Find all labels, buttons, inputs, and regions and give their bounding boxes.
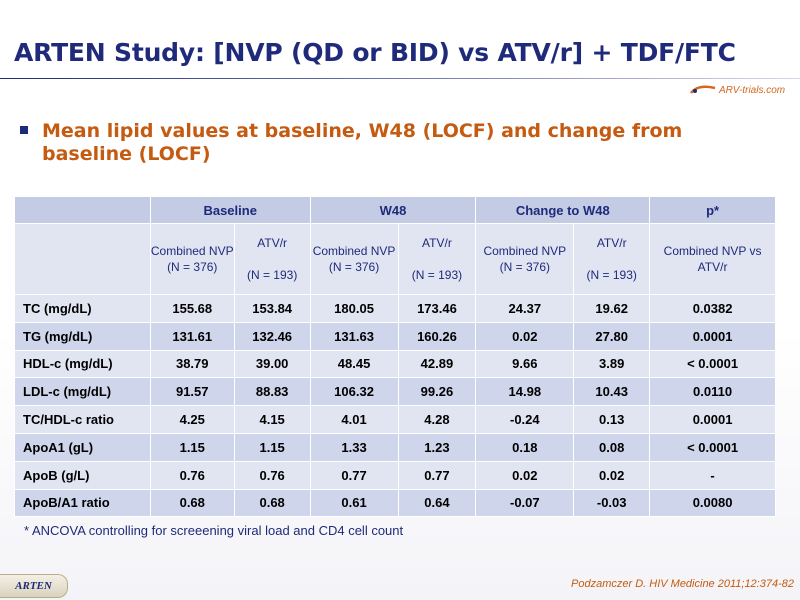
table-cell: < 0.0001 bbox=[649, 349, 776, 379]
table-cell: 131.63 bbox=[309, 321, 399, 351]
table-cell: 38.79 bbox=[149, 349, 235, 379]
table-cell: 0.0382 bbox=[649, 294, 776, 323]
table-cell: 4.01 bbox=[309, 405, 399, 434]
table-cell: 0.77 bbox=[397, 460, 477, 490]
table-cell: 0.76 bbox=[149, 460, 235, 490]
table-cell: 0.02 bbox=[573, 460, 651, 490]
group-header-baseline: Baseline bbox=[149, 196, 311, 224]
table-cell: 4.25 bbox=[149, 405, 235, 434]
table-cell: 132.46 bbox=[233, 321, 311, 351]
table-cell: 19.62 bbox=[573, 294, 651, 323]
group-header-change: Change to W48 bbox=[475, 196, 651, 224]
bullet-text: Mean lipid values at baseline, W48 (LOCF… bbox=[42, 120, 683, 165]
table-cell: 0.0001 bbox=[649, 321, 776, 351]
slide-title: ARTEN Study: [NVP (QD or BID) vs ATV/r] … bbox=[14, 38, 736, 67]
table-cell: 180.05 bbox=[309, 294, 399, 323]
table-group-header-row: Baseline W48 Change to W48 p* bbox=[14, 196, 776, 224]
table-cell: 99.26 bbox=[397, 377, 477, 407]
table-cell: 27.80 bbox=[573, 321, 651, 351]
table-cell: 153.84 bbox=[233, 294, 311, 323]
subheader-cell: ATV/r (N = 193) bbox=[573, 223, 651, 295]
row-label: ApoB (g/L) bbox=[14, 460, 151, 490]
table-cell: - bbox=[649, 460, 776, 490]
logo-text: ARV-trials.com bbox=[719, 84, 786, 96]
table-cell: -0.24 bbox=[475, 405, 575, 434]
table-cell: 0.64 bbox=[397, 488, 477, 518]
group-header-p: p* bbox=[649, 196, 776, 224]
table-row: TG (mg/dL) 131.61 132.46 131.63 160.26 0.02 27… bbox=[14, 321, 776, 351]
row-label: TG (mg/dL) bbox=[14, 321, 151, 351]
table-cell: 0.08 bbox=[573, 432, 651, 462]
table-cell: 0.68 bbox=[233, 488, 311, 518]
row-label: ApoA1 (gL) bbox=[14, 432, 151, 462]
table-cell: 0.68 bbox=[149, 488, 235, 518]
table-row: TC/HDL-c ratio 4.25 4.15 4.01 4.28 -0.24 0.13 0… bbox=[14, 405, 776, 434]
arv-trials-logo[interactable]: ARV-trials.com bbox=[690, 84, 785, 96]
table-subheader-blank bbox=[14, 223, 151, 295]
row-label: TC (mg/dL) bbox=[14, 294, 151, 323]
subheader-cell: Combined NVP (N = 376) bbox=[309, 223, 399, 295]
group-header-w48: W48 bbox=[309, 196, 477, 224]
table-cell: 4.28 bbox=[397, 405, 477, 434]
table-row: TC (mg/dL) 155.68 153.84 180.05 173.46 24.37 1… bbox=[14, 294, 776, 323]
table-row: ApoB (g/L) 0.76 0.76 0.77 0.77 0.02 0.02- bbox=[14, 460, 776, 490]
table-row: ApoB/A1 ratio 0.68 0.68 0.61 0.64 -0.07 -0.03 0… bbox=[14, 488, 776, 518]
table-cell: 0.18 bbox=[475, 432, 575, 462]
table-cell: 91.57 bbox=[149, 377, 235, 407]
table-row: ApoA1 (gL) 1.15 1.15 1.33 1.23 0.18 0.08 < 0.00… bbox=[14, 432, 776, 462]
table-cell: 131.61 bbox=[149, 321, 235, 351]
table-cell: 0.02 bbox=[475, 321, 575, 351]
table-cell: 1.15 bbox=[149, 432, 235, 462]
subheader-cell: ATV/r (N = 193) bbox=[397, 223, 477, 295]
title-divider bbox=[0, 78, 800, 79]
table-cell: 160.26 bbox=[397, 321, 477, 351]
table-cell: 155.68 bbox=[149, 294, 235, 323]
subheader-cell: ATV/r (N = 193) bbox=[233, 223, 311, 295]
table-cell: 39.00 bbox=[233, 349, 311, 379]
table-cell: 0.0110 bbox=[649, 377, 776, 407]
table-cell: 106.32 bbox=[309, 377, 399, 407]
subheader-cell: Combined NVP vs ATV/r bbox=[649, 223, 776, 295]
table-subheader-row: Combined NVP (N = 376) ATV/r (N = 193) Com… bbox=[14, 223, 776, 295]
table-row: LDL-c (mg/dL) 91.57 88.83 106.32 99.26 14.98 1… bbox=[14, 377, 776, 407]
table-row: HDL-c (mg/dL) 38.79 39.00 48.45 42.89 9.66 3.8… bbox=[14, 349, 776, 379]
logo-swoosh-icon bbox=[690, 85, 716, 94]
table-cell: 0.76 bbox=[233, 460, 311, 490]
subheader-cell: Combined NVP (N = 376) bbox=[475, 223, 575, 295]
table-cell: 0.0001 bbox=[649, 405, 776, 434]
table-cell: 42.89 bbox=[397, 349, 477, 379]
table-cell: -0.03 bbox=[573, 488, 651, 518]
table-cell: 9.66 bbox=[475, 349, 575, 379]
table-cell: 0.13 bbox=[573, 405, 651, 434]
row-label: TC/HDL-c ratio bbox=[14, 405, 151, 434]
table-cell: 1.15 bbox=[233, 432, 311, 462]
table-cell: 88.83 bbox=[233, 377, 311, 407]
table-cell: 3.89 bbox=[573, 349, 651, 379]
table-corner-cell bbox=[14, 196, 151, 224]
table-cell: 14.98 bbox=[475, 377, 575, 407]
table-cell: 173.46 bbox=[397, 294, 477, 323]
bullet-square-icon bbox=[20, 123, 34, 137]
table-cell: 1.23 bbox=[397, 432, 477, 462]
table-cell: 0.02 bbox=[475, 460, 575, 490]
table-cell: 0.61 bbox=[309, 488, 399, 518]
citation: Podzamczer D. HIV Medicine 2011;12:374-8… bbox=[571, 578, 794, 590]
table-cell: 24.37 bbox=[475, 294, 575, 323]
table-body: TC (mg/dL) 155.68 153.84 180.05 173.46 24.37 1… bbox=[14, 294, 776, 518]
table-cell: 1.33 bbox=[309, 432, 399, 462]
table-cell: 4.15 bbox=[233, 405, 311, 434]
lipid-table: Baseline W48 Change to W48 p* Combined N… bbox=[14, 196, 776, 518]
table-cell: < 0.0001 bbox=[649, 432, 776, 462]
table-cell: 0.77 bbox=[309, 460, 399, 490]
table-cell: 10.43 bbox=[573, 377, 651, 407]
row-label: LDL-c (mg/dL) bbox=[14, 377, 151, 407]
subheader-cell: Combined NVP (N = 376) bbox=[149, 223, 235, 295]
row-label: HDL-c (mg/dL) bbox=[14, 349, 151, 379]
table-cell: 48.45 bbox=[309, 349, 399, 379]
table-cell: -0.07 bbox=[475, 488, 575, 518]
table-cell: 0.0080 bbox=[649, 488, 776, 518]
row-label: ApoB/A1 ratio bbox=[14, 488, 151, 518]
footnote: * ANCOVA controlling for screeening vira… bbox=[24, 523, 404, 538]
study-badge: ARTEN bbox=[0, 574, 68, 598]
